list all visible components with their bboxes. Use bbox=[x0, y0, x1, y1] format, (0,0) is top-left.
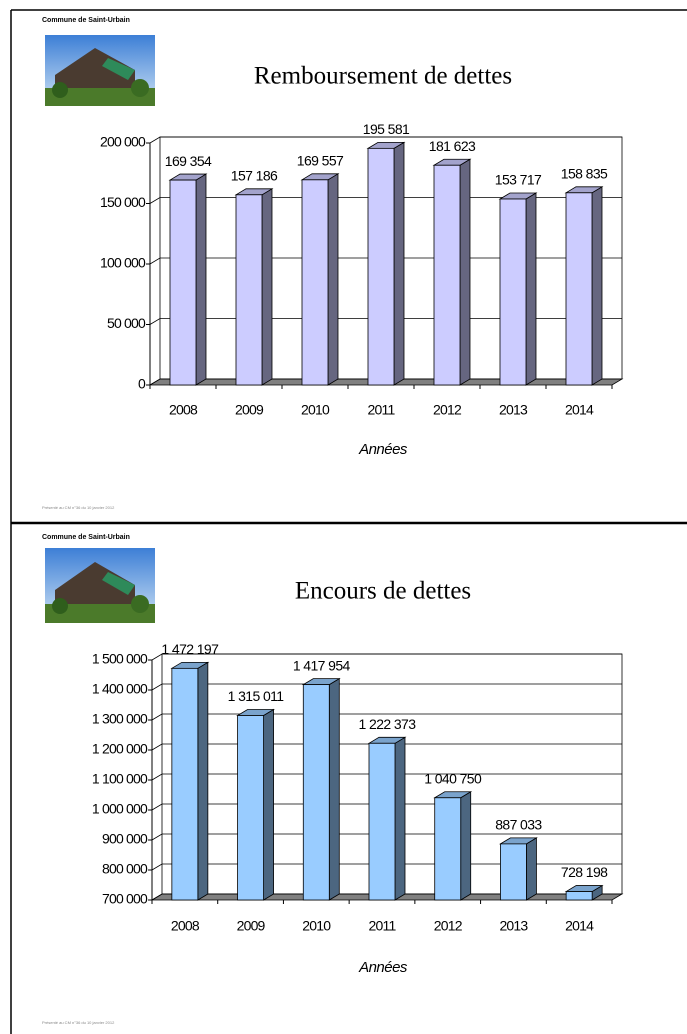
y-tick-label: 800 000 bbox=[102, 861, 148, 877]
value-label: 153 717 bbox=[495, 172, 542, 188]
bar bbox=[369, 737, 405, 900]
bar-front bbox=[566, 892, 592, 900]
bar-front bbox=[369, 743, 395, 900]
bar bbox=[238, 709, 274, 900]
slide-header: Commune de Saint-Urbain bbox=[42, 534, 130, 541]
bar bbox=[435, 792, 471, 900]
bar-side bbox=[262, 189, 272, 385]
bar bbox=[303, 679, 339, 900]
x-tick-label: 2012 bbox=[434, 918, 463, 934]
bar-side bbox=[460, 159, 470, 385]
bar bbox=[368, 142, 404, 385]
y-tick-label: 50 000 bbox=[107, 315, 146, 331]
bar-side bbox=[328, 174, 338, 385]
chart-title: Remboursement de dettes bbox=[254, 63, 512, 90]
y-tick-label: 100 000 bbox=[100, 255, 146, 271]
value-label: 1 222 373 bbox=[359, 716, 417, 732]
bar-front bbox=[500, 199, 526, 385]
bar-front bbox=[500, 844, 526, 900]
value-label: 1 417 954 bbox=[293, 657, 351, 673]
bar-front bbox=[566, 193, 592, 385]
bar-side bbox=[196, 174, 206, 385]
bar-side bbox=[526, 193, 536, 385]
x-axis-title: Années bbox=[358, 441, 408, 458]
value-label: 887 033 bbox=[495, 817, 542, 833]
bar bbox=[236, 189, 272, 385]
value-label: 157 186 bbox=[231, 168, 278, 184]
x-tick-label: 2009 bbox=[235, 402, 264, 418]
x-tick-label: 2013 bbox=[499, 402, 528, 418]
slide-footer: Présenté au CM n°36 du 10 janvier 2012 bbox=[42, 505, 115, 510]
x-tick-label: 2014 bbox=[565, 918, 594, 934]
value-label: 169 557 bbox=[297, 153, 344, 169]
x-tick-label: 2011 bbox=[369, 918, 397, 934]
bar bbox=[500, 193, 536, 385]
bar-side bbox=[198, 662, 208, 900]
bar-front bbox=[302, 180, 328, 385]
x-tick-label: 2008 bbox=[171, 918, 200, 934]
value-label: 169 354 bbox=[165, 153, 212, 169]
x-tick-label: 2010 bbox=[301, 402, 330, 418]
bar bbox=[302, 174, 338, 385]
page: Commune de Saint-Urbain Présenté au CM n… bbox=[0, 0, 687, 1034]
bar-front bbox=[238, 715, 264, 900]
chart-title: Encours de dettes bbox=[295, 578, 471, 605]
value-label: 1 040 750 bbox=[424, 770, 482, 786]
bar-front bbox=[435, 798, 461, 900]
bar-front bbox=[172, 668, 198, 900]
x-tick-label: 2011 bbox=[368, 402, 396, 418]
value-label: 195 581 bbox=[363, 121, 410, 137]
bar bbox=[434, 159, 470, 385]
bar-side bbox=[264, 709, 274, 900]
value-label: 728 198 bbox=[561, 864, 608, 880]
slide-header: Commune de Saint-Urbain bbox=[42, 17, 130, 24]
x-tick-label: 2013 bbox=[499, 918, 528, 934]
y-tick-label: 1 500 000 bbox=[92, 651, 148, 667]
x-tick-label: 2009 bbox=[237, 918, 266, 934]
y-tick-label: 1 400 000 bbox=[92, 681, 148, 697]
bar bbox=[170, 174, 206, 385]
x-tick-label: 2008 bbox=[169, 402, 198, 418]
logo-photo bbox=[45, 548, 155, 623]
bar-side bbox=[461, 792, 471, 900]
y-tick-label: 1 000 000 bbox=[92, 801, 148, 817]
value-label: 1 472 197 bbox=[161, 641, 219, 657]
y-tick-label: 1 100 000 bbox=[92, 771, 148, 787]
bar bbox=[500, 838, 536, 900]
y-tick-label: 1 200 000 bbox=[92, 741, 148, 757]
y-tick-label: 200 000 bbox=[100, 134, 146, 150]
y-tick-label: 900 000 bbox=[102, 831, 148, 847]
slide-footer: Présenté au CM n°36 du 10 janvier 2012 bbox=[42, 1020, 115, 1025]
value-label: 158 835 bbox=[561, 166, 608, 182]
x-tick-label: 2012 bbox=[433, 402, 462, 418]
bar-side bbox=[395, 737, 405, 900]
bar-side bbox=[329, 679, 339, 900]
y-tick-label: 700 000 bbox=[102, 891, 148, 907]
y-tick-label: 150 000 bbox=[100, 194, 146, 210]
bar-front bbox=[434, 165, 460, 385]
bar-front bbox=[236, 195, 262, 385]
bar bbox=[172, 662, 208, 900]
bar-side bbox=[394, 142, 404, 385]
value-label: 181 623 bbox=[429, 138, 476, 154]
bar-side bbox=[526, 838, 536, 900]
bar-side bbox=[592, 187, 602, 385]
bar bbox=[566, 187, 602, 385]
value-label: 1 315 011 bbox=[228, 688, 285, 704]
bar-front bbox=[170, 180, 196, 385]
x-tick-label: 2010 bbox=[302, 918, 331, 934]
logo-photo bbox=[45, 35, 155, 106]
y-tick-label: 0 bbox=[138, 376, 146, 392]
bar-front bbox=[303, 685, 329, 900]
x-axis-title: Années bbox=[358, 959, 408, 976]
y-tick-label: 1 300 000 bbox=[92, 711, 148, 727]
x-tick-label: 2014 bbox=[565, 402, 594, 418]
bar-front bbox=[368, 148, 394, 385]
